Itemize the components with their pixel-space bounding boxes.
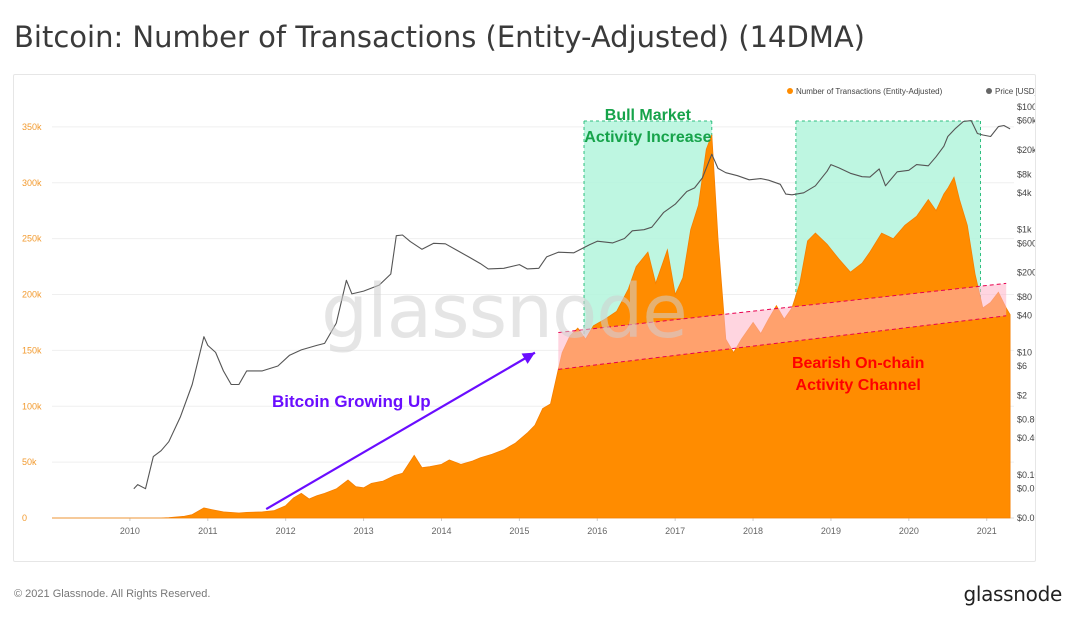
y-right-tick-label: $20k [1017, 145, 1035, 155]
y-right-tick-label: $0.02 [1017, 513, 1035, 523]
x-tick-label: 2016 [587, 526, 607, 536]
x-tick-label: 2018 [743, 526, 763, 536]
x-tick-label: 2014 [431, 526, 451, 536]
y-left-tick-label: 350k [22, 122, 42, 132]
y-right-tick-label: $200 [1017, 268, 1035, 278]
axis-labels: 0 50k 100k 150k 200k 250k 300k 350k 2010 2011 2012… [22, 102, 1042, 536]
annotation-growing-up: Bitcoin Growing Up [272, 392, 431, 411]
bear-channel-lower [558, 315, 1007, 370]
trend-arrow-head [521, 352, 535, 364]
y-right-tick-label: $2 [1017, 390, 1027, 400]
y-right-tick-label: $1k [1017, 225, 1032, 235]
y-right-tick-label: $100k [1017, 102, 1035, 112]
x-tick-label: 2010 [120, 526, 140, 536]
y-right-tick-label: $10 [1017, 347, 1032, 357]
y-right-tick-label: $0.06 [1017, 484, 1035, 494]
y-right-tick-label: $60k [1017, 116, 1035, 126]
x-tick-label: 2013 [354, 526, 374, 536]
bear-channel-fill [558, 283, 1007, 370]
y-right-tick-label: $0.40 [1017, 433, 1035, 443]
page-title: Bitcoin: Number of Transactions (Entity-… [14, 20, 865, 54]
y-right-tick-label: $6 [1017, 361, 1027, 371]
y-left-tick-label: 250k [22, 234, 42, 244]
y-right-tick-label: $600 [1017, 238, 1035, 248]
footer-copyright: © 2021 Glassnode. All Rights Reserved. [14, 588, 211, 600]
legend-label-transactions: Number of Transactions (Entity-Adjusted) [796, 87, 943, 96]
legend-marker-transactions [787, 88, 793, 94]
annotation-bear-line2: Activity Channel [796, 377, 921, 394]
annotation-bear-line1: Bearish On-chain [792, 355, 924, 372]
price-line [133, 120, 1011, 490]
x-tick-label: 2012 [276, 526, 296, 536]
annotations: Bull Market Activity Increase Bitcoin Grow… [265, 107, 924, 511]
bear-channel-upper [558, 282, 1007, 334]
annotation-bull-line2: Activity Increase [584, 129, 711, 146]
y-right-tick-label: $4k [1017, 188, 1032, 198]
y-left-tick-label: 300k [22, 178, 42, 188]
annotation-bull-line1: Bull Market [605, 107, 692, 124]
y-right-tick-label: $40 [1017, 310, 1032, 320]
chart-svg: glassnode Bull Market Activity Increase Bi… [22, 87, 1042, 536]
y-right-tick-label: $80 [1017, 292, 1032, 302]
trend-arrow-line [265, 351, 536, 511]
transactions-series [52, 134, 1011, 519]
bear-channel-layer [558, 282, 1007, 370]
legend: Number of Transactions (Entity-Adjusted)… [787, 87, 1037, 96]
x-tick-label: 2019 [821, 526, 841, 536]
y-left-tick-label: 100k [22, 401, 42, 411]
price-series [133, 120, 1011, 490]
legend-marker-price [986, 88, 992, 94]
x-tick-label: 2021 [977, 526, 997, 536]
footer-logo: glassnode [963, 582, 1062, 606]
y-right-tick-label: $0.80 [1017, 415, 1035, 425]
x-tick-label: 2015 [509, 526, 529, 536]
transactions-area [52, 134, 1011, 519]
x-tick-label: 2020 [899, 526, 919, 536]
x-tick-label: 2017 [665, 526, 685, 536]
y-left-tick-label: 50k [22, 457, 37, 467]
y-right-tick-label: $8k [1017, 169, 1032, 179]
chart-frame: glassnode Bull Market Activity Increase Bi… [13, 74, 1042, 562]
x-tick-label: 2011 [198, 526, 217, 536]
y-left-tick-label: 200k [22, 290, 42, 300]
legend-label-price: Price [USD] [995, 87, 1035, 96]
y-left-tick-label: 150k [22, 345, 42, 355]
y-left-tick-label: 0 [22, 513, 27, 523]
y-right-tick-label: $0.10 [1017, 470, 1035, 480]
watermark: glassnode [321, 269, 687, 355]
